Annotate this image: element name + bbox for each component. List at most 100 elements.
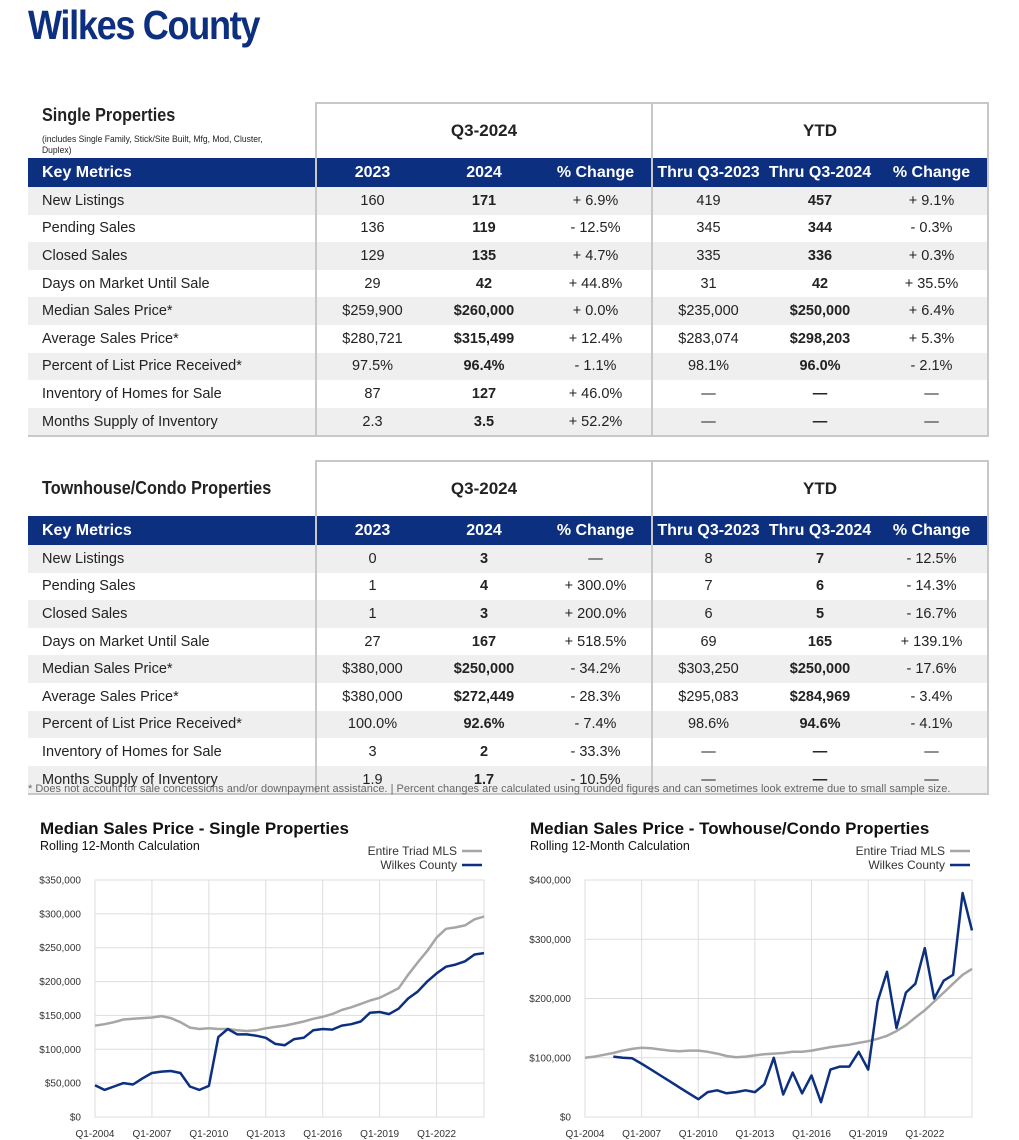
metric-name: New Listings (28, 545, 316, 573)
chart-subtitle: Rolling 12-Month Calculation (40, 839, 200, 853)
metric-value: 457 (764, 187, 877, 215)
metric-value: $259,900 (315, 297, 428, 325)
metric-value: — (876, 738, 990, 766)
x-tick-label: Q1-2010 (189, 1129, 228, 1140)
metric-value: — (876, 380, 990, 408)
metric-value: — (540, 545, 653, 573)
metric-value: - 3.4% (876, 682, 990, 711)
metric-value: — (876, 407, 990, 438)
metric-value: $295,083 (651, 682, 765, 711)
metric-value: — (812, 743, 828, 760)
y-tick-label: $200,000 (529, 994, 571, 1005)
chart-title: Median Sales Price - Towhouse/Condo Prop… (530, 819, 929, 838)
metric-name: Median Sales Price* (28, 297, 316, 325)
metric-value: 167 (471, 633, 497, 650)
metric-value: 336 (764, 242, 877, 270)
x-tick-label: Q1-2016 (303, 1129, 342, 1140)
metric-value: $380,000 (315, 655, 428, 683)
metric-value: - 4.1% (876, 710, 990, 739)
metric-name: Median Sales Price* (28, 655, 316, 683)
metric-value: - 10.5% (540, 765, 653, 796)
metric-value: 165 (807, 633, 833, 650)
metric-name: New Listings (28, 187, 316, 215)
metric-value: + 5.3% (876, 324, 990, 353)
metric-name: Days on Market Until Sale (42, 275, 210, 292)
metric-name: Inventory of Homes for Sale (42, 385, 222, 402)
group-header: YTD (651, 102, 990, 158)
metric-value: - 1.1% (540, 352, 653, 381)
metric-value: 0 (315, 545, 428, 573)
metric-value: 98.1% (651, 352, 765, 381)
metric-value: 3.5 (428, 407, 540, 438)
x-tick-label: Q1-2019 (360, 1129, 399, 1140)
metric-value: - 7.4% (540, 710, 653, 739)
y-tick-label: $150,000 (39, 1011, 81, 1022)
table-row: Days on Market Until Sale 27 167 + 518.5% 69… (28, 627, 990, 656)
group-header: Q3-2024 (314, 460, 654, 516)
metric-value: $380,000 (315, 682, 428, 711)
column-header: 2024 (428, 516, 540, 545)
x-tick-label: Q1-2022 (417, 1129, 456, 1140)
metric-value: $283,074 (651, 324, 765, 353)
table-subtitle: (includes Single Family, Stick/Site Buil… (42, 134, 263, 156)
metric-value: 419 (651, 187, 765, 215)
table-row: Median Sales Price* $380,000 $250,000- 34.… (28, 655, 990, 683)
metric-value: 1.7 (428, 765, 540, 796)
table-row: Median Sales Price* $259,900 $260,000 + 0.0… (28, 297, 990, 325)
metric-value: - 33.3% (570, 743, 621, 760)
metric-value: $250,000 (764, 297, 877, 325)
table-row: Inventory of Homes for Sale 87 127 + 46.0% —… (28, 380, 990, 408)
y-tick-label: $100,000 (39, 1045, 81, 1056)
table-title: Townhouse/Condo Properties (42, 478, 272, 498)
metric-name: Average Sales Price* (42, 688, 179, 705)
metric-value: 3 (428, 545, 540, 573)
column-header: 2024 (428, 158, 540, 187)
metric-name: Months Supply of Inventory (28, 765, 316, 796)
group-header-row: Townhouse/Condo Properties Q3-2024 YTD (28, 460, 990, 516)
metric-value: 1 (315, 572, 428, 601)
metric-value: — (876, 765, 990, 796)
y-tick-label: $50,000 (45, 1079, 82, 1090)
metric-value: 100.0% (315, 710, 428, 739)
metric-value: - 28.3% (570, 688, 621, 705)
metric-value: - 0.3% (876, 214, 990, 243)
series-line (584, 967, 973, 1060)
legend-label: Wilkes County (868, 858, 945, 872)
metric-value: + 12.4% (568, 330, 623, 347)
metric-value: + 200.0% (540, 600, 653, 628)
metric-value: + 6.9% (540, 187, 653, 215)
column-header: 2023 (315, 158, 428, 187)
metric-value: 119 (472, 220, 496, 237)
column-header: % Change (540, 158, 653, 187)
y-tick-label: $200,000 (39, 977, 81, 988)
metric-value: 6 (651, 600, 765, 628)
y-tick-label: $400,000 (529, 876, 571, 887)
column-header: % Change (540, 516, 653, 545)
group-header: YTD (651, 460, 990, 516)
series-line (94, 915, 485, 1033)
metric-value: — (764, 765, 877, 796)
table-row: Months Supply of Inventory 1.9 1.7- 10.5% —… (28, 765, 990, 796)
x-tick-label: Q1-2004 (76, 1129, 115, 1140)
metric-value: 344 (807, 220, 833, 237)
metric-value: — (651, 738, 765, 766)
metric-value: $280,721 (315, 324, 428, 353)
x-tick-label: Q1-2013 (735, 1129, 774, 1140)
column-header-row: Key Metrics 2023 2024% Change Thru Q3-2023 T… (28, 158, 990, 187)
metric-name: Pending Sales (42, 220, 136, 237)
group-header: Q3-2024 (314, 102, 654, 158)
metric-value: 335 (651, 242, 765, 270)
table-row: Days on Market Until Sale 29 42 + 44.8% 31 42… (28, 269, 990, 298)
metric-value: - 17.6% (876, 655, 990, 683)
table-row: Percent of List Price Received* 100.0% 92.… (28, 710, 990, 739)
metric-value: $272,449 (453, 688, 515, 705)
series-line (613, 891, 974, 1104)
metric-value: 135 (428, 242, 540, 270)
charts: Median Sales Price - Single PropertiesRo… (39, 819, 974, 1140)
metric-value: 42 (475, 275, 493, 292)
table-title-cell: Townhouse/Condo Properties (28, 461, 316, 516)
metric-value: $260,000 (428, 297, 540, 325)
metric-value: 98.6% (651, 710, 765, 739)
x-tick-label: Q1-2019 (849, 1129, 888, 1140)
